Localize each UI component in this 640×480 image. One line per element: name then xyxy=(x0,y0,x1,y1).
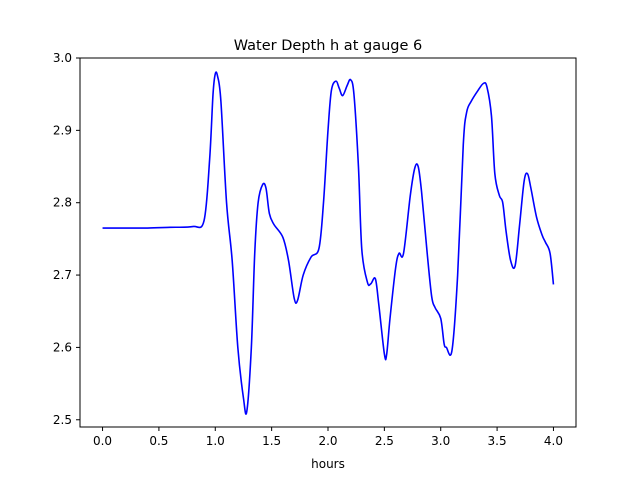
plot-frame xyxy=(79,57,577,428)
x-tick-label: 3.0 xyxy=(431,434,450,448)
y-tick-label: 2.6 xyxy=(53,340,72,354)
y-tick-label: 3.0 xyxy=(53,51,72,65)
x-tick-label: 1.5 xyxy=(262,434,281,448)
chart-title: Water Depth h at gauge 6 xyxy=(234,38,422,54)
x-tick-label: 3.5 xyxy=(488,434,507,448)
x-tick-label: 0.0 xyxy=(93,434,112,448)
x-tick-label: 2.0 xyxy=(318,434,337,448)
y-axis-ticks: 2.5 2.6 2.7 2.8 2.9 3.0 xyxy=(53,51,80,427)
x-tick-label: 1.0 xyxy=(206,434,225,448)
water-depth-line xyxy=(102,71,555,415)
x-axis-label: hours xyxy=(311,457,345,471)
y-tick-label: 2.8 xyxy=(53,196,72,210)
y-tick-label: 2.9 xyxy=(53,123,72,137)
x-tick-label: 2.5 xyxy=(375,434,394,448)
x-tick-label: 4.0 xyxy=(544,434,563,448)
y-tick-label: 2.5 xyxy=(53,413,72,427)
x-axis-ticks: 0.0 0.5 1.0 1.5 2.0 2.5 3.0 3.5 4.0 xyxy=(93,427,563,448)
x-tick-label: 0.5 xyxy=(149,434,168,448)
plot-area xyxy=(79,57,577,428)
y-tick-label: 2.7 xyxy=(53,268,72,282)
